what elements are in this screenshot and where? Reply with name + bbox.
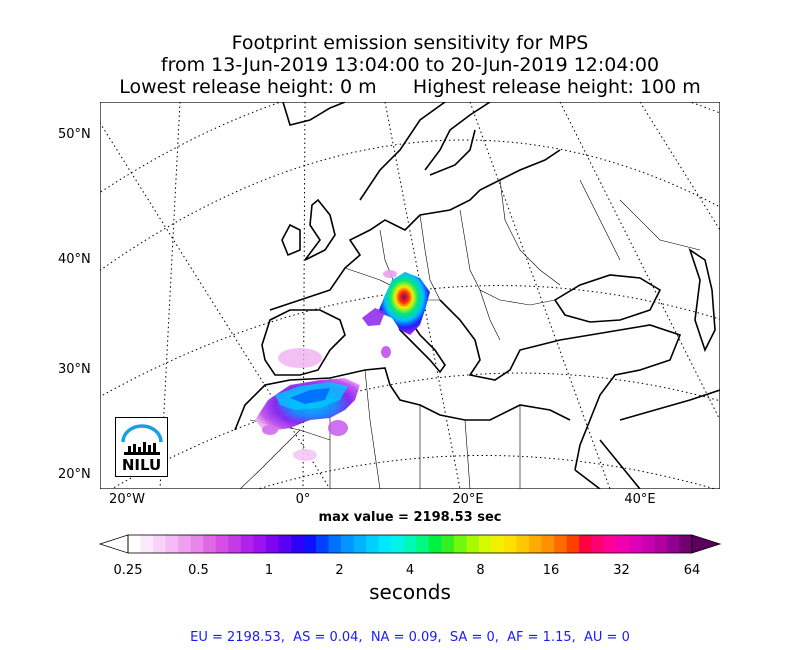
colorbar-segment	[228, 535, 242, 553]
colorbar-segment	[153, 535, 166, 553]
colorbar-unit-label: seconds	[369, 580, 451, 604]
title-line-2: from 13-Jun-2019 13:04:00 to 20-Jun-2019…	[160, 54, 660, 76]
colorbar-segment	[453, 535, 467, 553]
colorbar-max-extend	[691, 534, 722, 554]
title-line-1: Footprint emission sensitivity for MPS	[231, 32, 589, 54]
colorbar-segment	[491, 535, 505, 553]
nilu-logo: NILU	[115, 417, 168, 477]
colorbar-segment	[478, 535, 492, 553]
colorbar-segment	[679, 535, 693, 553]
nilu-logo-text: NILU	[121, 456, 162, 474]
lon-label-20w: 20°W	[109, 492, 145, 507]
lat-label-40n: 40°N	[58, 252, 91, 267]
lon-label-0: 0°	[295, 492, 311, 507]
colorbar-segment	[541, 535, 555, 553]
colorbar-tick-label: 1	[264, 563, 274, 578]
title-line-3: Lowest release height: 0 m Highest relea…	[119, 76, 701, 98]
colorbar-tick-label: 32	[613, 563, 630, 578]
colorbar-segment	[579, 535, 593, 553]
colorbar-tick-label: 4	[405, 563, 415, 578]
colorbar-segment	[366, 535, 380, 553]
colorbar-segment	[616, 535, 630, 553]
colorbar-tick-label: 0.5	[188, 563, 209, 578]
colorbar-segment	[265, 535, 279, 553]
lat-label-50n: 50°N	[58, 127, 91, 142]
colorbar-segment	[378, 535, 392, 553]
colorbar-segment	[428, 535, 442, 553]
lon-label-20e: 20°E	[452, 492, 484, 507]
colorbar-tick-label: 16	[542, 563, 560, 578]
lon-label-40e: 40°E	[624, 492, 656, 507]
colorbar-tick-label: 2	[335, 563, 344, 578]
colorbar-segment	[316, 535, 329, 553]
colorbar-segment	[466, 535, 480, 553]
colorbar-segment	[128, 535, 141, 553]
colorbar-segment	[554, 535, 568, 553]
colorbar-segment	[253, 535, 267, 553]
colorbar-segment	[591, 535, 605, 553]
colorbar-segment	[566, 535, 580, 553]
colorbar-segment	[391, 535, 405, 553]
colorbar-segment	[666, 535, 680, 553]
nilu-logo-graphic	[121, 424, 163, 455]
colorbar-segment	[604, 535, 618, 553]
colorbar-segment	[416, 535, 430, 553]
colorbar-segment	[629, 535, 643, 553]
footprint-plumes	[255, 270, 430, 461]
colorbar-segment	[140, 535, 154, 553]
colorbar-segment	[165, 535, 179, 553]
lat-label-30n: 30°N	[58, 362, 91, 377]
colorbar-tick-label: 64	[683, 563, 701, 578]
colorbar-segment	[654, 535, 668, 553]
colorbar-segment	[353, 535, 367, 553]
colorbar-segment	[341, 535, 354, 553]
colorbar-segment	[504, 535, 517, 553]
colorbar-segment	[303, 535, 317, 553]
colorbar-segment	[278, 535, 292, 553]
colorbar-segment	[516, 535, 530, 553]
colorbar-segment	[190, 535, 204, 553]
colorbar-segment	[641, 535, 655, 553]
colorbar-tick-label: 0.25	[113, 563, 143, 578]
colorbar-min-extend	[98, 534, 129, 554]
max-value-label: max value = 2198.53 sec	[318, 510, 502, 525]
colorbar-tick-label: 8	[476, 563, 485, 578]
colorbar-segment	[403, 535, 417, 553]
colorbar-segment	[441, 535, 455, 553]
colorbar-segment	[290, 535, 304, 553]
region-totals-footer: EU = 2198.53, AS = 0.04, NA = 0.09, SA =…	[190, 630, 630, 645]
lat-label-20n: 20°N	[58, 467, 91, 482]
colorbar-segment	[328, 535, 342, 553]
colorbar-segment	[203, 535, 217, 553]
colorbar-segment	[178, 535, 192, 553]
colorbar-segment	[240, 535, 254, 553]
colorbar-segment	[215, 535, 229, 553]
colorbar-segment	[529, 535, 542, 553]
coastlines	[234, 102, 720, 489]
